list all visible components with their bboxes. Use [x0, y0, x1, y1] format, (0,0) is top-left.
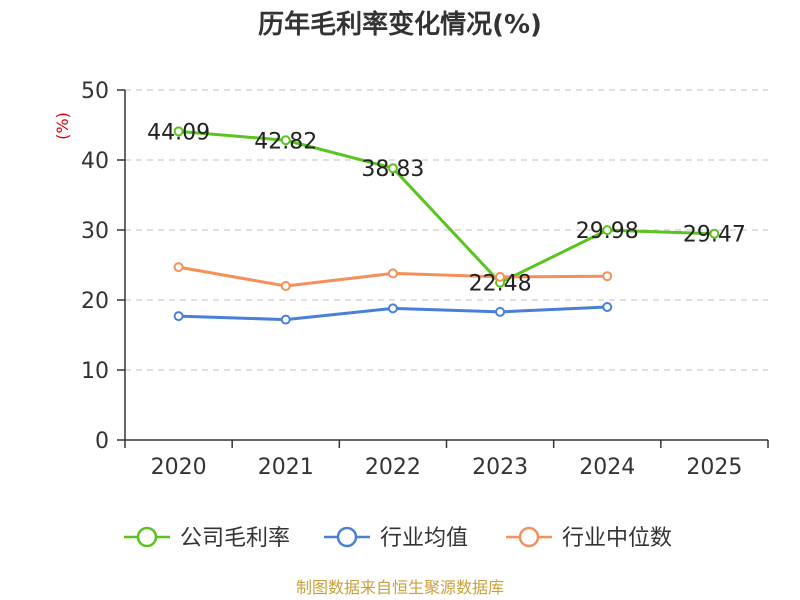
grid-lines [125, 89, 768, 371]
y-axis-unit: (%) [53, 112, 72, 140]
data-point[interactable] [602, 302, 613, 312]
legend[interactable]: 公司毛利率 行业均值 行业中位数 [124, 526, 672, 551]
x-tick-label: 2022 [365, 455, 421, 480]
data-point[interactable] [495, 306, 506, 317]
data-label: 44.09 [147, 120, 210, 145]
data-point[interactable] [173, 262, 184, 273]
y-tick-label: 10 [81, 359, 109, 384]
legend-item-0[interactable]: 公司毛利率 [124, 526, 290, 551]
data-point[interactable] [280, 314, 291, 325]
data-label: 29.98 [576, 219, 639, 244]
series-group [173, 126, 720, 325]
data-point[interactable] [387, 163, 398, 174]
data-point[interactable] [173, 126, 184, 137]
y-tick-label: 40 [81, 149, 109, 174]
data-label: 22.48 [469, 272, 532, 297]
legend-label: 行业均值 [380, 526, 468, 551]
data-point[interactable] [280, 281, 291, 291]
legend-label: 行业中位数 [562, 526, 672, 551]
data-point[interactable] [173, 311, 184, 322]
data-point[interactable] [495, 271, 506, 282]
y-tick-label: 30 [81, 219, 109, 244]
y-tick-label: 20 [81, 289, 109, 314]
data-label: 38.83 [361, 157, 424, 182]
data-point[interactable] [602, 225, 613, 236]
x-tick-label: 2024 [579, 455, 635, 480]
axes: 0 10 20 30 40 50 2020 2021 2022 2023 2024 2025 [81, 79, 769, 480]
data-label: 42.82 [254, 129, 317, 154]
source-note: 制图数据来自恒生聚源数据库 [296, 578, 504, 597]
data-point[interactable] [602, 271, 613, 282]
y-tick-label: 0 [95, 429, 109, 454]
data-point[interactable] [280, 135, 291, 146]
legend-marker [136, 526, 158, 548]
data-labels: 44.09 42.82 38.83 22.48 29.98 29.47 [147, 120, 746, 296]
y-tick-label: 50 [81, 79, 109, 104]
x-tick-label: 2021 [258, 455, 314, 480]
data-point[interactable] [709, 228, 720, 239]
legend-item-1[interactable]: 行业均值 [324, 526, 468, 551]
data-point[interactable] [387, 303, 398, 314]
data-point[interactable] [387, 268, 398, 279]
legend-label: 公司毛利率 [180, 526, 290, 551]
x-tick-label: 2025 [686, 455, 742, 480]
legend-marker [336, 526, 358, 548]
x-tick-label: 2020 [151, 455, 207, 480]
legend-item-2[interactable]: 行业中位数 [506, 526, 672, 551]
series-line-0 [178, 129, 715, 285]
chart-title: 历年毛利率变化情况(%) [258, 9, 542, 40]
x-tick-label: 2023 [472, 455, 528, 480]
legend-marker [518, 526, 540, 548]
data-label: 29.47 [683, 223, 746, 248]
